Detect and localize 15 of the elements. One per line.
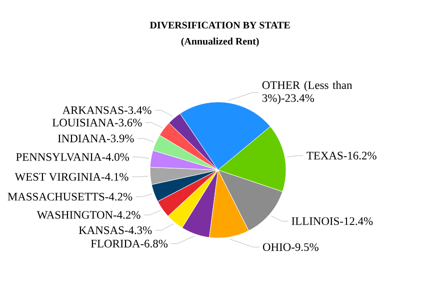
chart-title: DIVERSIFICATION BY STATE [150, 22, 290, 29]
slice-label: TEXAS-16.2% [306, 152, 376, 160]
slice-label: KANSAS-4.3% [78, 226, 152, 234]
slice-label: OTHER (Less than 3%)-23.4% [262, 80, 352, 104]
slice-label: FLORIDA-6.8% [90, 240, 168, 248]
slice-label: MASSACHUSETTS-4.2% [8, 192, 132, 201]
slice-label: PENNSYLVANIA-4.0% [16, 153, 129, 161]
slice-label: ARKANSAS-3.4% [62, 106, 152, 114]
slice-label: INDIANA-3.9% [58, 134, 134, 142]
slice-label: WEST VIRGINIA-4.1% [14, 173, 128, 181]
slice-label: LOUISIANA-3.6% [52, 118, 142, 127]
slice-label: WASHINGTON-4.2% [36, 211, 140, 219]
slice-label: OHIO-9.5% [262, 243, 318, 252]
chart-subtitle: (Annualized Rent) [181, 38, 259, 47]
slice-label: ILLINOIS-12.4% [292, 217, 373, 226]
